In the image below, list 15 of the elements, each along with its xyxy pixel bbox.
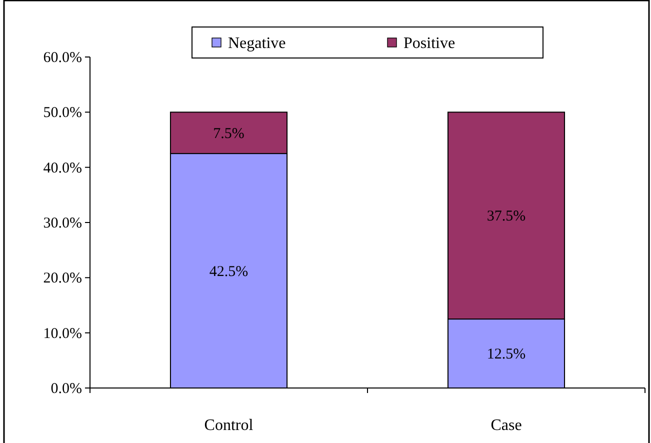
data-label: 12.5% xyxy=(486,346,526,363)
y-tick-label: 60.0% xyxy=(43,50,82,66)
data-label: 42.5% xyxy=(209,264,248,280)
data-label: 37.5% xyxy=(486,208,526,225)
y-tick-label: 40.0% xyxy=(43,160,82,176)
legend-label: Negative xyxy=(228,35,286,52)
y-tick-label: 30.0% xyxy=(43,216,82,232)
legend-label: Positive xyxy=(404,35,456,52)
x-tick-label: Case xyxy=(490,417,522,434)
x-tick-label: Control xyxy=(204,417,254,434)
y-tick-label: 20.0% xyxy=(43,270,82,287)
y-tick-label: 50.0% xyxy=(43,105,82,122)
data-label: 7.5% xyxy=(213,126,244,142)
y-tick-label: 10.0% xyxy=(43,326,82,342)
y-tick-label: 0.0% xyxy=(50,381,82,397)
